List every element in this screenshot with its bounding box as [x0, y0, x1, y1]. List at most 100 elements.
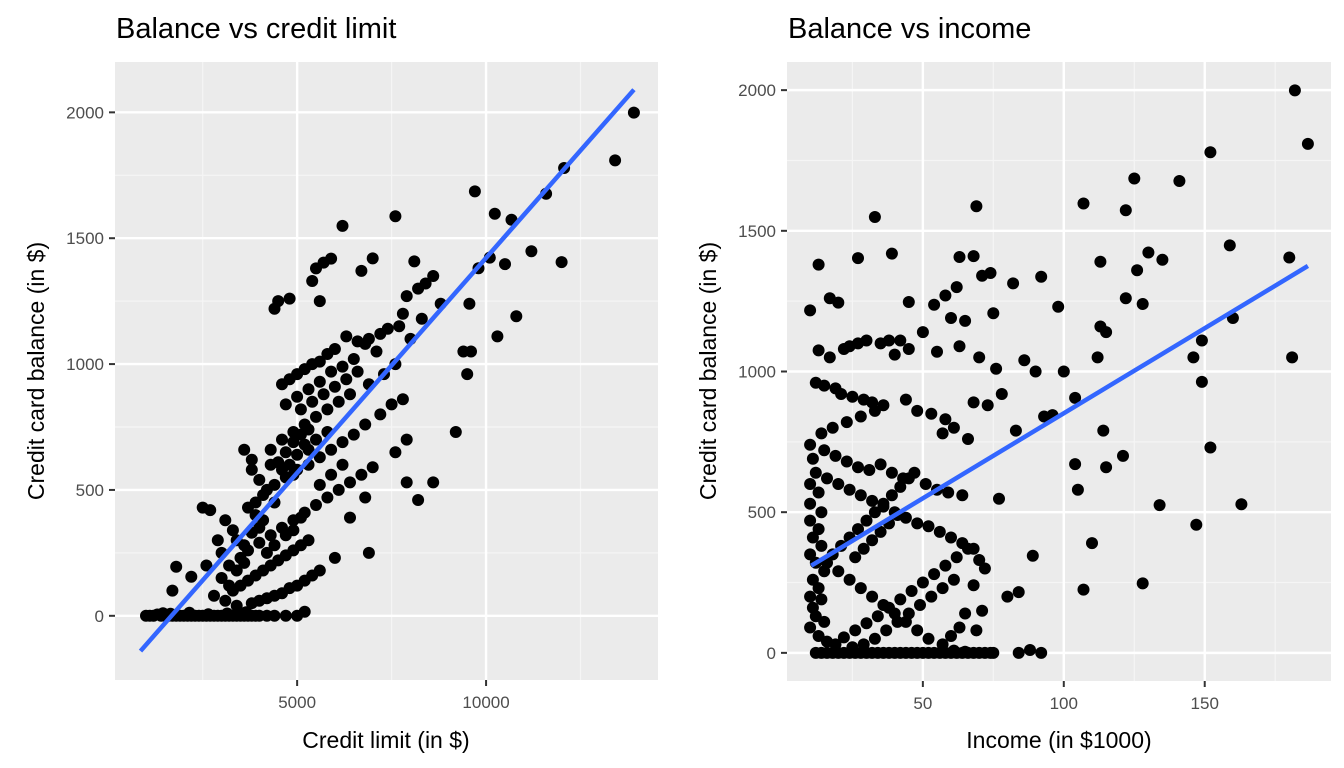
data-point: [947, 644, 960, 657]
data-point: [849, 624, 862, 637]
data-point: [415, 312, 428, 325]
data-point: [291, 390, 304, 403]
data-point: [351, 365, 364, 378]
data-point: [911, 624, 924, 637]
data-point: [832, 565, 845, 578]
data-point: [238, 443, 251, 456]
data-point: [200, 559, 213, 572]
data-point: [555, 256, 568, 269]
data-point: [911, 404, 924, 417]
data-point: [939, 289, 952, 302]
data-point: [852, 252, 864, 265]
data-point: [854, 582, 867, 595]
data-point: [973, 351, 986, 364]
data-point: [854, 410, 867, 423]
data-point: [264, 458, 277, 471]
data-point: [806, 573, 819, 586]
data-point: [812, 582, 825, 595]
data-point: [336, 219, 349, 232]
data-point: [911, 517, 924, 530]
scatter-points: [804, 84, 1314, 659]
data-point: [866, 494, 879, 507]
data-point: [1001, 590, 1014, 603]
x-tick-label: 100: [1050, 694, 1078, 713]
data-point: [1024, 644, 1036, 656]
data-point: [939, 559, 952, 572]
data-point: [857, 542, 870, 555]
data-point: [1301, 137, 1314, 150]
data-point: [877, 599, 890, 611]
data-point: [928, 568, 941, 581]
data-point: [1091, 351, 1104, 364]
data-point: [967, 396, 980, 409]
data-point: [370, 345, 383, 358]
data-point: [268, 302, 281, 315]
data-point: [310, 262, 322, 275]
data-point: [1069, 391, 1082, 404]
data-point: [1119, 292, 1132, 305]
data-point: [947, 573, 960, 586]
data-point: [840, 455, 853, 468]
data-point: [1038, 410, 1051, 423]
data-point: [978, 562, 991, 575]
data-point: [804, 304, 817, 317]
data-point: [310, 433, 322, 446]
data-point: [1035, 646, 1048, 659]
data-point: [1153, 499, 1166, 512]
data-point: [1190, 518, 1203, 531]
data-point: [860, 617, 873, 630]
axes: 5000 10000 0 500 1000 1500 2000: [66, 103, 510, 712]
data-point: [877, 399, 890, 412]
data-point: [609, 154, 622, 167]
data-point: [183, 606, 196, 619]
data-point: [1012, 646, 1025, 659]
data-point: [374, 327, 387, 340]
data-point: [230, 599, 243, 612]
data-point: [302, 443, 315, 456]
data-point: [202, 608, 215, 621]
data-point: [815, 506, 828, 519]
data-point: [860, 514, 873, 527]
data-point: [962, 433, 974, 445]
data-point: [987, 307, 1000, 320]
data-point: [463, 297, 476, 310]
data-point: [990, 362, 1003, 375]
data-point: [298, 605, 311, 618]
x-tick-label: 50: [913, 694, 932, 713]
data-point: [902, 472, 915, 485]
data-point: [260, 546, 273, 559]
data-point: [950, 551, 963, 564]
x-tick-label: 150: [1191, 694, 1219, 713]
data-point: [922, 632, 935, 645]
gridlines: [115, 62, 658, 680]
data-point: [344, 511, 356, 524]
data-point: [933, 525, 946, 538]
data-point: [336, 360, 349, 373]
data-point: [1235, 498, 1248, 511]
data-point: [1286, 351, 1299, 364]
data-point: [953, 621, 966, 634]
data-point: [347, 428, 360, 441]
data-point: [804, 497, 817, 510]
data-point: [888, 348, 901, 361]
data-point: [922, 520, 935, 533]
data-point: [823, 351, 836, 364]
data-point: [880, 624, 893, 637]
data-point: [488, 207, 501, 220]
data-point: [928, 298, 941, 311]
data-point: [400, 476, 413, 489]
data-point: [902, 296, 915, 308]
data-point: [868, 632, 881, 645]
data-point: [525, 245, 538, 258]
data-point: [837, 631, 850, 644]
data-point: [1156, 253, 1169, 266]
data-point: [976, 604, 989, 617]
data-point: [226, 524, 239, 537]
data-point: [945, 531, 957, 544]
data-point: [950, 281, 963, 294]
y-tick-label: 500: [748, 503, 776, 522]
data-point: [287, 436, 300, 449]
data-point: [400, 433, 413, 446]
data-point: [412, 494, 425, 506]
